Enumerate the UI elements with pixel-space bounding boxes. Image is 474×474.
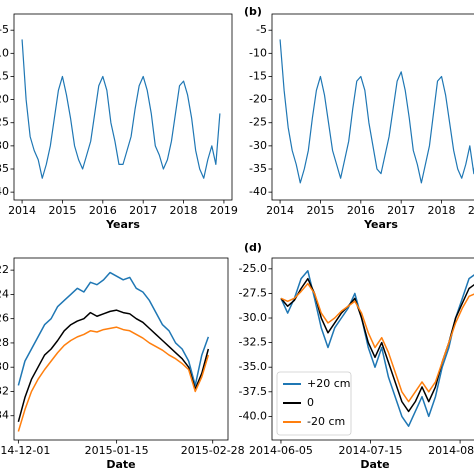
- plot-frame: [13, 257, 229, 441]
- x-tick-label: 2017: [129, 204, 157, 217]
- x-tick-label: 2014-08-24: [428, 444, 474, 457]
- x-tick-label: 2015-02-28: [181, 444, 245, 457]
- y-tick-label: -35: [0, 162, 9, 175]
- y-tick-label: -10: [249, 46, 267, 59]
- x-tick-label: 2018: [428, 204, 456, 217]
- data-line: [17, 271, 210, 387]
- y-tick-label: -30: [0, 360, 9, 373]
- legend-label: 0: [307, 396, 314, 409]
- y-tick-label: -40: [249, 185, 267, 198]
- data-line: [279, 39, 474, 184]
- y-tick-label: -22: [0, 263, 9, 276]
- x-tick-label: 2014-12-01: [0, 444, 50, 457]
- y-tick-label: -25: [0, 116, 9, 129]
- y-tick-label: -24: [0, 287, 9, 300]
- plot-frame: [271, 257, 474, 441]
- y-tick-label: -25: [249, 116, 267, 129]
- y-tick-label: -35: [249, 162, 267, 175]
- x-tick-label: 2016: [89, 204, 117, 217]
- y-tick-label: -32.5: [239, 336, 267, 349]
- x-tick-label: 2014-07-15: [339, 444, 403, 457]
- x-tick-label: 2018: [170, 204, 198, 217]
- y-tick-label: -25.0: [239, 262, 267, 275]
- y-tick-label: -35.0: [239, 360, 267, 373]
- y-tick-label: -32: [0, 384, 9, 397]
- data-line: [17, 309, 210, 422]
- x-axis-label: Years: [105, 218, 140, 231]
- x-tick-label: 2019: [210, 204, 238, 217]
- y-tick-label: -10: [0, 46, 9, 59]
- y-tick-label: -26: [0, 312, 9, 325]
- data-line: [280, 270, 474, 427]
- x-tick-label: 2019: [468, 204, 474, 217]
- data-line: [17, 326, 210, 432]
- y-tick-label: -40.0: [239, 409, 267, 422]
- y-tick-label: -27.5: [239, 286, 267, 299]
- x-tick-label: 2015: [306, 204, 334, 217]
- x-tick-label: 2014: [266, 204, 294, 217]
- x-tick-label: 2015-01-15: [85, 444, 149, 457]
- legend-box: [276, 371, 352, 436]
- y-tick-label: -30: [0, 139, 9, 152]
- y-tick-label: -20: [0, 93, 9, 106]
- y-tick-label: -15: [249, 69, 267, 82]
- y-tick-label: -20: [249, 93, 267, 106]
- data-line: [280, 282, 474, 403]
- plot-frame: [13, 13, 233, 201]
- data-line: [21, 39, 221, 179]
- y-tick-label: -30: [249, 139, 267, 152]
- y-tick-label: -5: [256, 23, 267, 36]
- legend-label: -20 cm: [307, 415, 345, 428]
- x-axis-label: Date: [360, 458, 389, 471]
- x-tick-label: 2015: [48, 204, 76, 217]
- y-tick-label: -34: [0, 409, 9, 422]
- y-tick-label: -15: [0, 69, 9, 82]
- x-axis-label: Date: [106, 458, 135, 471]
- y-tick-label: -30.0: [239, 311, 267, 324]
- y-tick-label: -5: [0, 23, 9, 36]
- panel-title: (d): [244, 241, 262, 254]
- x-axis-label: Years: [363, 218, 398, 231]
- x-tick-label: 2016: [347, 204, 375, 217]
- legend-label: +20 cm: [307, 377, 350, 390]
- panel-title: (b): [244, 5, 262, 18]
- y-tick-label: -40: [0, 185, 9, 198]
- y-tick-label: -28: [0, 336, 9, 349]
- x-tick-label: 2014: [8, 204, 36, 217]
- plot-frame: [271, 13, 474, 201]
- x-tick-label: 2017: [387, 204, 415, 217]
- y-tick-label: -37.5: [239, 385, 267, 398]
- x-tick-label: 2014-06-05: [249, 444, 313, 457]
